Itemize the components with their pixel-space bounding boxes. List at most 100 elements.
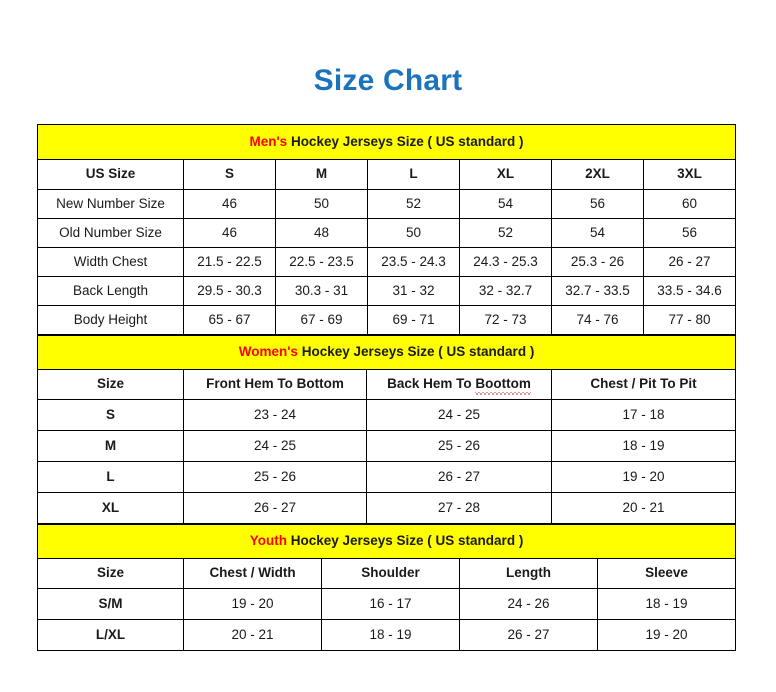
youth-cell-1-2: 26 - 27 (459, 619, 598, 651)
mens-banner-rest: Hockey Jerseys Size ( US standard ) (287, 133, 524, 149)
mens-cell-3-3: 32 - 32.7 (459, 276, 552, 306)
mens-cell-2-5: 26 - 27 (642, 247, 737, 277)
womens-cell-2-1: 26 - 27 (366, 461, 552, 493)
mens-cell-3-4: 32.7 - 33.5 (551, 276, 644, 306)
youth-cell-0-1: 16 - 17 (321, 588, 460, 620)
mens-row-label-0: New Number Size (37, 189, 184, 219)
table-row: L 25 - 26 26 - 27 19 - 20 (37, 461, 737, 493)
youth-cell-0-0: 19 - 20 (183, 588, 322, 620)
mens-cell-3-5: 33.5 - 34.6 (642, 276, 737, 306)
womens-col-header-1: Front Hem To Bottom (183, 369, 367, 400)
table-row: Body Height 65 - 67 67 - 69 69 - 71 72 -… (37, 305, 737, 335)
mens-col-header-6: 3XL (642, 159, 737, 190)
table-row: L/XL 20 - 21 18 - 19 26 - 27 19 - 20 (37, 619, 737, 651)
youth-col-header-2: Shoulder (321, 558, 460, 589)
mens-cell-4-4: 74 - 76 (551, 305, 644, 335)
mens-size-table: Men's Hockey Jerseys Size ( US standard … (36, 124, 737, 335)
womens-section-banner: Women's Hockey Jerseys Size ( US standar… (36, 335, 737, 370)
womens-cell-1-1: 25 - 26 (366, 430, 552, 462)
womens-banner-rest: Hockey Jerseys Size ( US standard ) (297, 344, 535, 360)
womens-banner-cell: Women's Hockey Jerseys Size ( US standar… (36, 335, 737, 370)
mens-cell-2-2: 23.5 - 24.3 (367, 247, 460, 277)
mens-cell-3-1: 30.3 - 31 (275, 276, 368, 306)
womens-column-header-row: Size Front Hem To Bottom Back Hem To Boo… (37, 369, 737, 400)
mens-cell-0-3: 54 (459, 189, 552, 219)
youth-cell-0-2: 24 - 26 (459, 588, 598, 620)
mens-row-label-3: Back Length (37, 276, 184, 306)
youth-row-label-0: S/M (37, 588, 184, 620)
womens-cell-0-0: 23 - 24 (183, 399, 367, 431)
table-row: S 23 - 24 24 - 25 17 - 18 (37, 399, 737, 431)
womens-cell-0-2: 17 - 18 (550, 399, 737, 431)
table-row: Width Chest 21.5 - 22.5 22.5 - 23.5 23.5… (37, 247, 737, 277)
mens-row-label-2: Width Chest (37, 247, 184, 277)
womens-col-header-0: Size (37, 369, 184, 400)
youth-col-header-4: Sleeve (596, 558, 737, 589)
womens-col-header-2-prefix: Back Hem To (387, 376, 476, 392)
table-row: Old Number Size 46 48 50 52 54 56 (37, 218, 737, 248)
womens-cell-1-2: 18 - 19 (550, 430, 737, 462)
mens-row-label-4: Body Height (37, 305, 184, 335)
mens-col-header-4: XL (459, 159, 552, 190)
mens-cell-4-2: 69 - 71 (367, 305, 460, 335)
womens-row-label-1: M (37, 430, 184, 462)
youth-banner-accent: Youth (249, 533, 287, 549)
youth-cell-1-1: 18 - 19 (321, 619, 460, 651)
mens-section-banner: Men's Hockey Jerseys Size ( US standard … (36, 124, 737, 160)
youth-cell-0-3: 18 - 19 (596, 588, 737, 620)
youth-banner-rest: Hockey Jerseys Size ( US standard ) (286, 533, 524, 549)
mens-row-label-1: Old Number Size (37, 218, 184, 248)
womens-cell-3-2: 20 - 21 (550, 492, 737, 524)
mens-cell-2-3: 24.3 - 25.3 (459, 247, 552, 277)
mens-col-header-5: 2XL (551, 159, 644, 190)
mens-cell-0-5: 60 (642, 189, 737, 219)
womens-cell-3-0: 26 - 27 (183, 492, 367, 524)
table-row: New Number Size 46 50 52 54 56 60 (37, 189, 737, 219)
youth-cell-1-3: 19 - 20 (596, 619, 737, 651)
mens-col-header-2: M (275, 159, 368, 190)
page-title: Size Chart (313, 64, 463, 97)
womens-col-header-3: Chest / Pit To Pit (550, 369, 737, 400)
mens-cell-0-0: 46 (183, 189, 276, 219)
youth-col-header-1: Chest / Width (183, 558, 322, 589)
mens-banner-cell: Men's Hockey Jerseys Size ( US standard … (36, 124, 737, 160)
mens-cell-4-3: 72 - 73 (459, 305, 552, 335)
mens-column-header-row: US Size S M L XL 2XL 3XL (37, 159, 737, 190)
spellcheck-underline: Boottom (475, 376, 532, 395)
mens-cell-1-0: 46 (183, 218, 276, 248)
womens-cell-1-0: 24 - 25 (183, 430, 367, 462)
youth-col-header-0: Size (37, 558, 184, 589)
mens-col-header-0: US Size (37, 159, 184, 190)
mens-cell-0-2: 52 (367, 189, 460, 219)
womens-size-table: Women's Hockey Jerseys Size ( US standar… (36, 335, 737, 524)
womens-cell-3-1: 27 - 28 (366, 492, 552, 524)
mens-cell-0-1: 50 (275, 189, 368, 219)
mens-cell-2-0: 21.5 - 22.5 (183, 247, 276, 277)
youth-size-table: Youth Hockey Jerseys Size ( US standard … (36, 524, 737, 651)
womens-banner-accent: Women's (238, 344, 298, 360)
table-row: M 24 - 25 25 - 26 18 - 19 (37, 430, 737, 462)
mens-cell-4-5: 77 - 80 (642, 305, 737, 335)
mens-cell-1-5: 56 (642, 218, 737, 248)
womens-row-label-3: XL (37, 492, 184, 524)
table-row: XL 26 - 27 27 - 28 20 - 21 (37, 492, 737, 524)
table-row: S/M 19 - 20 16 - 17 24 - 26 18 - 19 (37, 588, 737, 620)
youth-cell-1-0: 20 - 21 (183, 619, 322, 651)
youth-banner-cell: Youth Hockey Jerseys Size ( US standard … (36, 524, 737, 559)
mens-cell-2-1: 22.5 - 23.5 (275, 247, 368, 277)
mens-cell-1-2: 50 (367, 218, 460, 248)
womens-row-label-0: S (37, 399, 184, 431)
youth-column-header-row: Size Chest / Width Shoulder Length Sleev… (37, 558, 737, 589)
mens-cell-2-4: 25.3 - 26 (551, 247, 644, 277)
table-row: Back Length 29.5 - 30.3 30.3 - 31 31 - 3… (37, 276, 737, 306)
mens-col-header-1: S (183, 159, 276, 190)
mens-cell-0-4: 56 (551, 189, 644, 219)
womens-cell-2-0: 25 - 26 (183, 461, 367, 493)
mens-cell-4-0: 65 - 67 (183, 305, 276, 335)
size-chart-tables: Men's Hockey Jerseys Size ( US standard … (36, 124, 737, 651)
youth-row-label-1: L/XL (37, 619, 184, 651)
womens-cell-0-1: 24 - 25 (366, 399, 552, 431)
womens-row-label-2: L (37, 461, 184, 493)
mens-cell-4-1: 67 - 69 (275, 305, 368, 335)
mens-cell-1-4: 54 (551, 218, 644, 248)
